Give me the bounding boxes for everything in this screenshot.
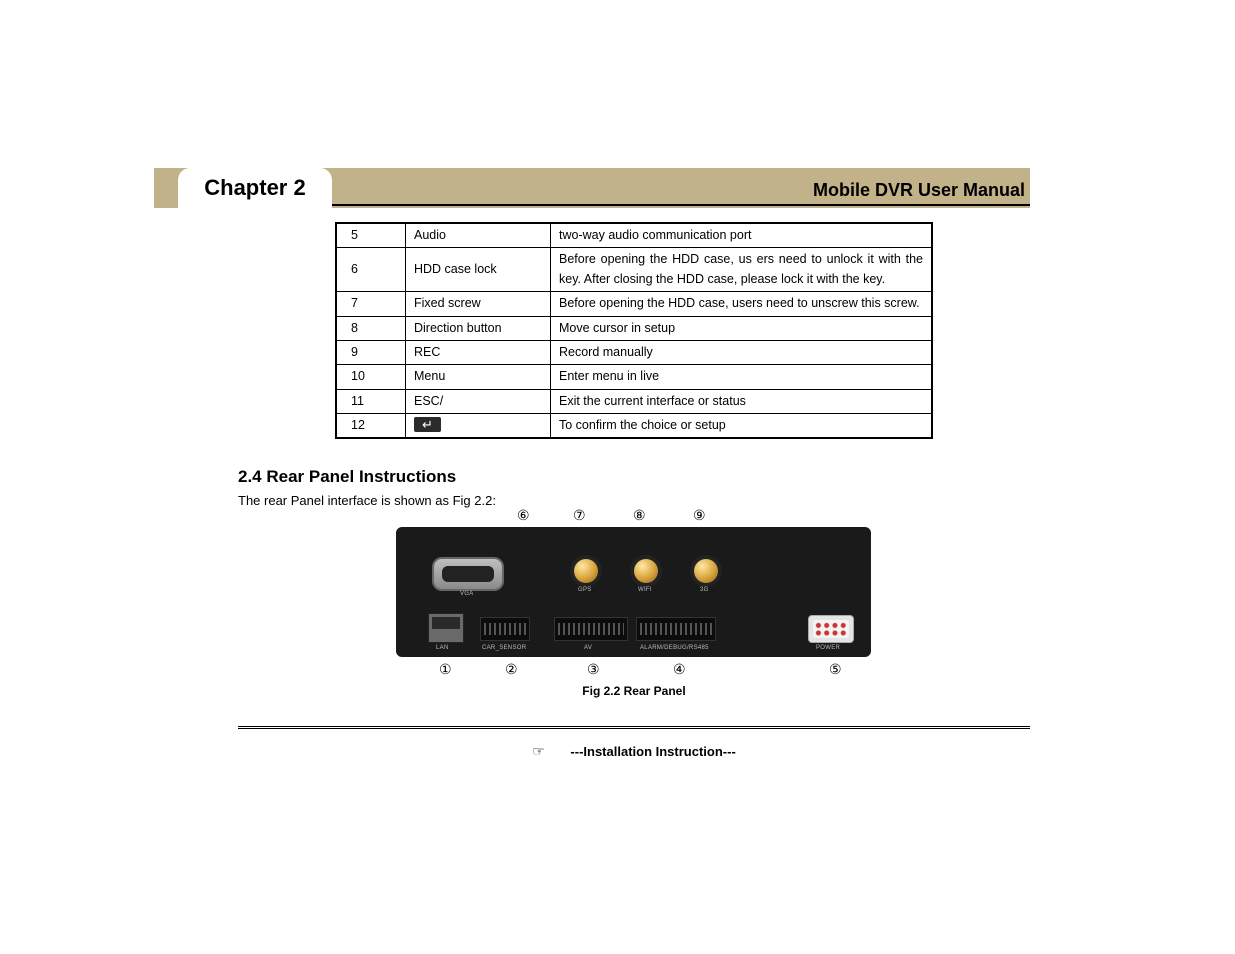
cell-name: ESC/ <box>406 389 551 413</box>
table-row: 12 ↵ To confirm the choice or setup <box>336 414 932 439</box>
hand-point-icon: ☞ <box>532 743 545 759</box>
cell-name: Direction button <box>406 316 551 340</box>
footer-text: ---Installation Instruction--- <box>570 744 735 759</box>
vga-port <box>432 557 504 591</box>
callout-8: ⑧ <box>633 508 646 525</box>
figure-wrapper: ⑥ ⑦ ⑧ ⑨ VGA GPS WIFI 3G LAN CAR_SENSOR <box>384 512 884 698</box>
header-rule <box>332 204 1030 206</box>
cell-name: REC <box>406 340 551 364</box>
cell-num: 7 <box>336 292 406 316</box>
cell-desc: Record manually <box>551 340 933 364</box>
callout-4: ④ <box>673 662 686 679</box>
3g-connector <box>694 559 718 583</box>
device-panel: VGA GPS WIFI 3G LAN CAR_SENSOR AV ALARM/… <box>396 527 871 657</box>
label-sensor: CAR_SENSOR <box>482 645 526 651</box>
cell-desc: Before opening the HDD case, users need … <box>551 292 933 316</box>
enter-key-icon: ↵ <box>414 417 441 432</box>
callout-9: ⑨ <box>693 508 706 525</box>
chapter-label: Chapter 2 <box>204 175 305 201</box>
footer-line: ☞ ---Installation Instruction--- <box>238 743 1030 760</box>
alarm-port <box>636 617 716 641</box>
table-row: 7 Fixed screw Before opening the HDD cas… <box>336 292 932 316</box>
table-row: 5 Audio two-way audio communication port <box>336 223 932 248</box>
wifi-connector <box>634 559 658 583</box>
label-lan: LAN <box>436 645 449 651</box>
table-row: 10 Menu Enter menu in live <box>336 365 932 389</box>
section-heading: 2.4 Rear Panel Instructions <box>238 467 1030 487</box>
cell-num: 11 <box>336 389 406 413</box>
lan-port <box>428 613 464 643</box>
cell-desc: Before opening the HDD case, us ers need… <box>551 248 933 292</box>
cell-desc: two-way audio communication port <box>551 223 933 248</box>
cell-name: Menu <box>406 365 551 389</box>
document-title: Mobile DVR User Manual <box>813 180 1025 201</box>
table-row: 11 ESC/ Exit the current interface or st… <box>336 389 932 413</box>
callout-5: ⑤ <box>829 662 842 679</box>
cell-name: HDD case lock <box>406 248 551 292</box>
label-av: AV <box>584 645 592 651</box>
cell-num: 5 <box>336 223 406 248</box>
cell-name: Audio <box>406 223 551 248</box>
cell-num: 9 <box>336 340 406 364</box>
figure-caption: Fig 2.2 Rear Panel <box>384 684 884 698</box>
label-wifi: WIFI <box>638 587 652 593</box>
label-gps: GPS <box>578 587 592 593</box>
parameter-table: 5 Audio two-way audio communication port… <box>335 222 933 439</box>
cell-num: 6 <box>336 248 406 292</box>
label-alarm: ALARM/DEBUG/RS485 <box>640 645 709 651</box>
cell-name: Fixed screw <box>406 292 551 316</box>
table-row: 8 Direction button Move cursor in setup <box>336 316 932 340</box>
cell-desc: Exit the current interface or status <box>551 389 933 413</box>
footer-rule <box>238 726 1030 729</box>
table-row: 6 HDD case lock Before opening the HDD c… <box>336 248 932 292</box>
cell-desc: Move cursor in setup <box>551 316 933 340</box>
rear-panel-figure: ⑥ ⑦ ⑧ ⑨ VGA GPS WIFI 3G LAN CAR_SENSOR <box>389 512 879 682</box>
gps-connector <box>574 559 598 583</box>
label-vga: VGA <box>460 591 474 597</box>
power-port <box>808 615 854 643</box>
cell-num: 8 <box>336 316 406 340</box>
label-3g: 3G <box>700 587 709 593</box>
cell-desc: Enter menu in live <box>551 365 933 389</box>
cell-name: ↵ <box>406 414 551 439</box>
page-content: 5 Audio two-way audio communication port… <box>238 222 1030 760</box>
callout-7: ⑦ <box>573 508 586 525</box>
section-lead: The rear Panel interface is shown as Fig… <box>238 493 1030 508</box>
chapter-tab: Chapter 2 <box>178 168 332 208</box>
av-port <box>554 617 628 641</box>
callout-3: ③ <box>587 662 600 679</box>
label-power: POWER <box>816 645 840 651</box>
cell-desc: To confirm the choice or setup <box>551 414 933 439</box>
callout-1: ① <box>439 662 452 679</box>
callout-2: ② <box>505 662 518 679</box>
table-row: 9 REC Record manually <box>336 340 932 364</box>
cell-num: 12 <box>336 414 406 439</box>
callout-6: ⑥ <box>517 508 530 525</box>
cell-num: 10 <box>336 365 406 389</box>
car-sensor-port <box>480 617 530 641</box>
